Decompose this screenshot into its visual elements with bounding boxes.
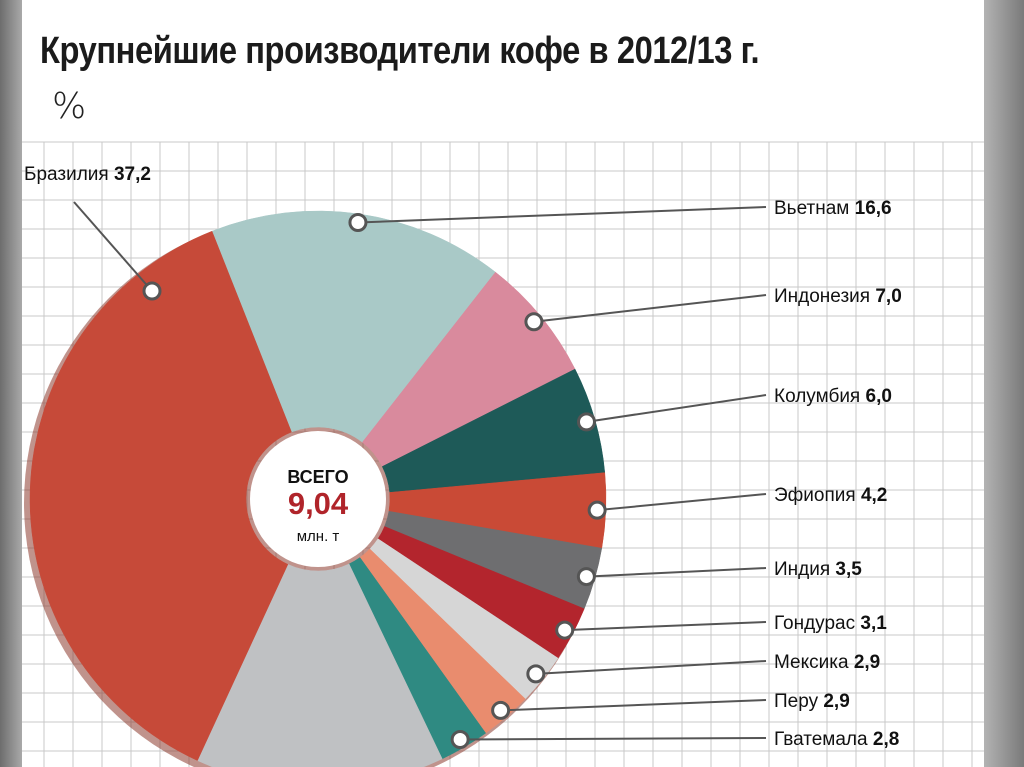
callout-dot-гондурас xyxy=(555,620,575,640)
callout-dot-эфиопия xyxy=(587,500,607,520)
slice-label-эфиопия: Эфиопия 4,2 xyxy=(774,485,887,506)
callout-line-эфиопия xyxy=(597,493,767,512)
callout-line-мексика xyxy=(535,660,767,675)
pie-slice-вьетнам xyxy=(211,210,496,443)
callout-line-вьетнам xyxy=(357,206,767,224)
slice-labels: Вьетнам 16,6 Индонезия 7,0 Колумбия 6,0 Эфи… xyxy=(24,164,902,750)
slice-label-индонезия: Индонезия 7,0 xyxy=(774,286,902,307)
callout-line-гондурас xyxy=(564,621,767,632)
callout-line-индия xyxy=(586,567,767,578)
slice-label-перу: Перу 2,9 xyxy=(774,691,850,712)
callout-dot-вьетнам xyxy=(348,213,368,233)
callout-dot-индия xyxy=(576,567,596,587)
slice-label-бразилия: Бразилия 37,2 xyxy=(24,164,151,185)
chart-sheet: Крупнейшие производители кофе в 2012/13 … xyxy=(22,0,984,767)
slice-label-гватемала: Гватемала 2,8 xyxy=(774,729,899,750)
callout-line-индонезия xyxy=(533,294,767,323)
pie-slice-бразилия xyxy=(29,230,292,761)
callout-line-колумбия xyxy=(586,394,767,423)
chart-unit-label: % xyxy=(52,86,87,127)
callout-lines xyxy=(73,201,767,750)
callout-dot-мексика xyxy=(526,664,546,684)
callout-line-перу xyxy=(500,699,767,712)
slice-label-колумбия: Колумбия 6,0 xyxy=(774,386,892,407)
slice-label-вьетнам: Вьетнам 16,6 xyxy=(774,198,892,219)
presentation-frame-left xyxy=(0,0,22,767)
callout-dot-индонезия xyxy=(524,312,544,332)
pie-chart: Вьетнам 16,6 Индонезия 7,0 Колумбия 6,0 Эфи… xyxy=(22,141,984,767)
callout-line-бразилия xyxy=(73,201,153,292)
center-total: ВСЕГО 9,04 млн. т xyxy=(250,431,386,567)
callout-dot-бразилия xyxy=(142,281,162,301)
center-total-value: 9,04 xyxy=(288,486,349,521)
callout-dot-колумбия xyxy=(576,412,596,432)
slice-label-мексика: Мексика 2,9 xyxy=(774,652,880,673)
pie-slices xyxy=(29,210,607,767)
presentation-frame-right xyxy=(984,0,1024,767)
callout-dot-гватемала xyxy=(450,730,470,750)
slice-label-гондурас: Гондурас 3,1 xyxy=(774,613,887,634)
center-total-unit: млн. т xyxy=(297,528,340,545)
pie-slice-другие xyxy=(197,563,443,767)
chart-title: Крупнейшие производители кофе в 2012/13 … xyxy=(40,30,760,72)
slice-label-индия: Индия 3,5 xyxy=(774,559,862,580)
center-disc xyxy=(250,431,386,567)
callout-line-гватемала xyxy=(460,737,767,741)
callout-dot-перу xyxy=(491,700,511,720)
center-total-label: ВСЕГО xyxy=(287,467,348,487)
